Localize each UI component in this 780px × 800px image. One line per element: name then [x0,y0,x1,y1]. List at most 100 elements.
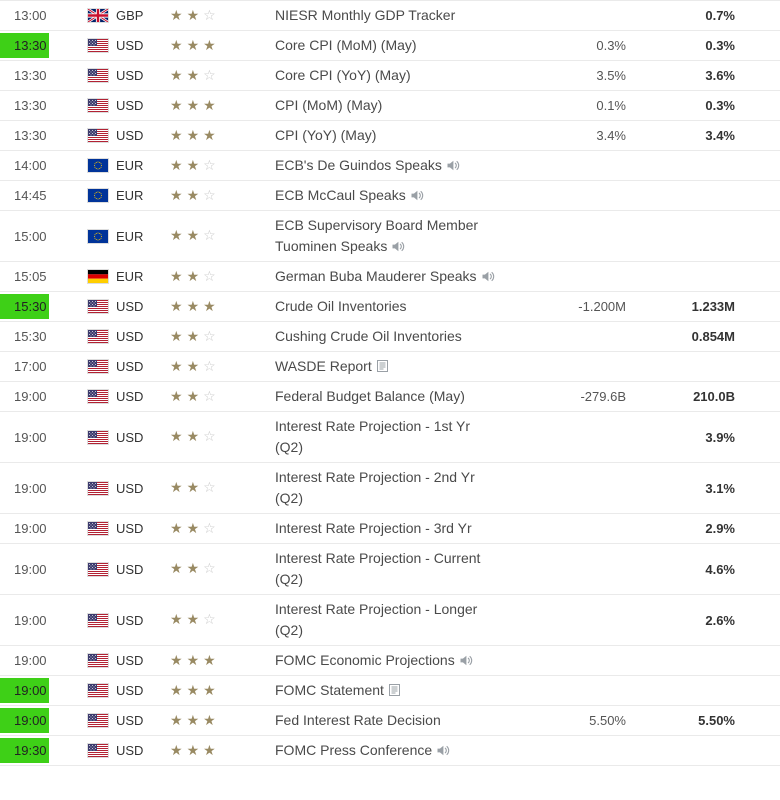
event-name[interactable]: ECB's De Guindos Speaks [275,151,507,180]
event-time: 14:00 [14,158,47,173]
forecast-value: 5.50% [589,713,626,728]
calendar-row[interactable]: 15:05 EUR ★★☆ German Buba Mauderer Speak… [0,262,780,292]
currency-code: USD [116,38,144,53]
star-filled-icon: ★ [170,652,187,669]
calendar-row[interactable]: 19:00 USD ★★☆ Interest Rate Projection -… [0,412,780,463]
calendar-row[interactable]: 15:30 USD ★★☆ Cushing Crude Oil Inventor… [0,322,780,352]
event-time: 17:00 [14,359,47,374]
star-filled-icon: ★ [186,37,204,54]
us-flag-icon [88,69,108,82]
event-name[interactable]: WASDE Report [275,352,507,381]
event-name[interactable]: ECB McCaul Speaks [275,181,507,210]
currency-cell: USD [88,359,170,374]
star-filled-icon: ★ [170,67,187,84]
event-name[interactable]: Interest Rate Projection - 2nd Yr (Q2) [275,469,475,506]
currency-cell: USD [88,430,170,445]
star-filled-icon: ★ [170,612,187,628]
event-name[interactable]: CPI (YoY) (May) [275,127,377,143]
calendar-row[interactable]: 19:00 USD ★★☆ Interest Rate Projection -… [0,514,780,544]
event-name[interactable]: CPI (MoM) (May) [275,97,383,113]
importance-stars: ★★★ [170,98,275,114]
calendar-row[interactable]: 13:30 USD ★★★ CPI (MoM) (May) 0.1% 0.3% [0,91,780,121]
calendar-row[interactable]: 14:45 EUR ★★☆ ECB McCaul Speaks [0,181,780,211]
importance-stars: ★★★ [170,713,275,729]
importance-stars: ★★☆ [170,329,275,345]
currency-code: USD [116,329,144,344]
speaker-icon [411,190,423,201]
us-flag-icon [88,481,108,495]
calendar-row[interactable]: 19:00 USD ★★☆ Interest Rate Projection -… [0,544,780,595]
importance-stars: ★★☆ [170,561,275,577]
currency-code: USD [116,359,144,374]
eu-flag-icon [88,159,108,172]
event-name[interactable]: Crude Oil Inventories [275,298,407,314]
star-filled-icon: ★ [170,712,187,729]
event-name[interactable]: Core CPI (MoM) (May) [275,37,417,53]
time-cell: 15:05 [0,264,88,289]
calendar-row[interactable]: 15:00 EUR ★★☆ ECB Supervisory Board Memb… [0,211,780,262]
star-filled-icon: ★ [170,7,187,24]
calendar-row[interactable]: 19:30 USD ★★★ FOMC Press Conference [0,736,780,766]
event-name[interactable]: FOMC Press Conference [275,736,507,765]
event-name[interactable]: Interest Rate Projection - Current (Q2) [275,550,481,587]
event-name[interactable]: Cushing Crude Oil Inventories [275,328,462,344]
star-filled-icon: ★ [186,187,204,204]
previous-value: 3.4% [705,128,735,143]
de-flag-icon [88,270,108,283]
event-name[interactable]: German Buba Mauderer Speaks [275,262,507,291]
calendar-row[interactable]: 19:00 USD ★★☆ Interest Rate Projection -… [0,595,780,646]
us-flag-icon [88,430,108,444]
forecast-value: -1.200M [578,299,626,314]
event-name[interactable]: Fed Interest Rate Decision [275,712,441,728]
importance-stars: ★★☆ [170,8,275,24]
calendar-row[interactable]: 19:00 USD ★★☆ Interest Rate Projection -… [0,463,780,514]
us-flag-icon [88,360,108,373]
star-filled-icon: ★ [186,480,204,496]
previous-value: 2.9% [705,521,735,536]
calendar-row[interactable]: 19:00 USD ★★★ FOMC Economic Projections [0,646,780,676]
importance-stars: ★★☆ [170,269,275,285]
event-name[interactable]: Interest Rate Projection - Longer (Q2) [275,601,478,638]
star-filled-icon: ★ [186,7,204,24]
event-name[interactable]: Federal Budget Balance (May) [275,388,465,404]
star-empty-icon: ☆ [203,429,220,445]
star-filled-icon: ★ [186,358,204,375]
time-cell: 19:00 [0,678,88,703]
event-name[interactable]: NIESR Monthly GDP Tracker [275,7,456,23]
currency-code: USD [116,521,144,536]
event-time: 13:30 [14,128,47,143]
forecast-value: 0.3% [596,38,626,53]
us-flag-icon [88,684,108,697]
event-name[interactable]: ECB Supervisory Board Member Tuominen Sp… [275,217,479,254]
event-time: 19:00 [14,561,47,577]
calendar-row[interactable]: 15:30 USD ★★★ Crude Oil Inventories -1.2… [0,292,780,322]
calendar-row[interactable]: 13:30 USD ★★☆ Core CPI (YoY) (May) 3.5% … [0,61,780,91]
event-time: 15:05 [14,269,47,284]
star-filled-icon: ★ [203,37,220,54]
calendar-row[interactable]: 19:00 USD ★★★ Fed Interest Rate Decision… [0,706,780,736]
star-filled-icon: ★ [170,228,187,244]
star-filled-icon: ★ [186,298,204,315]
event-name[interactable]: Core CPI (YoY) (May) [275,67,411,83]
calendar-row[interactable]: 13:30 USD ★★★ CPI (YoY) (May) 3.4% 3.4% [0,121,780,151]
event-time: 14:45 [14,188,47,203]
event-time: 19:00 [14,521,47,536]
calendar-row[interactable]: 17:00 USD ★★☆ WASDE Report [0,352,780,382]
star-empty-icon: ☆ [203,268,220,285]
previous-value: 0.3% [705,38,735,53]
calendar-row[interactable]: 13:30 USD ★★★ Core CPI (MoM) (May) 0.3% … [0,31,780,61]
event-name[interactable]: Interest Rate Projection - 3rd Yr [275,520,472,536]
speaker-icon [437,745,450,756]
currency-code: USD [116,98,144,113]
previous-value: 5.50% [698,713,735,728]
event-name[interactable]: Interest Rate Projection - 1st Yr (Q2) [275,418,471,455]
importance-stars: ★★★ [170,299,275,315]
calendar-row[interactable]: 19:00 USD ★★☆ Federal Budget Balance (Ma… [0,382,780,412]
event-name[interactable]: FOMC Statement [275,676,507,705]
calendar-row[interactable]: 14:00 EUR ★★☆ ECB's De Guindos Speaks [0,151,780,181]
calendar-row[interactable]: 19:00 USD ★★★ FOMC Statement [0,676,780,706]
event-name[interactable]: FOMC Economic Projections [275,646,507,675]
calendar-row[interactable]: 13:00 GBP ★★☆ NIESR Monthly GDP Tracker … [0,1,780,31]
us-flag-icon [88,330,108,343]
importance-stars: ★★☆ [170,389,275,405]
